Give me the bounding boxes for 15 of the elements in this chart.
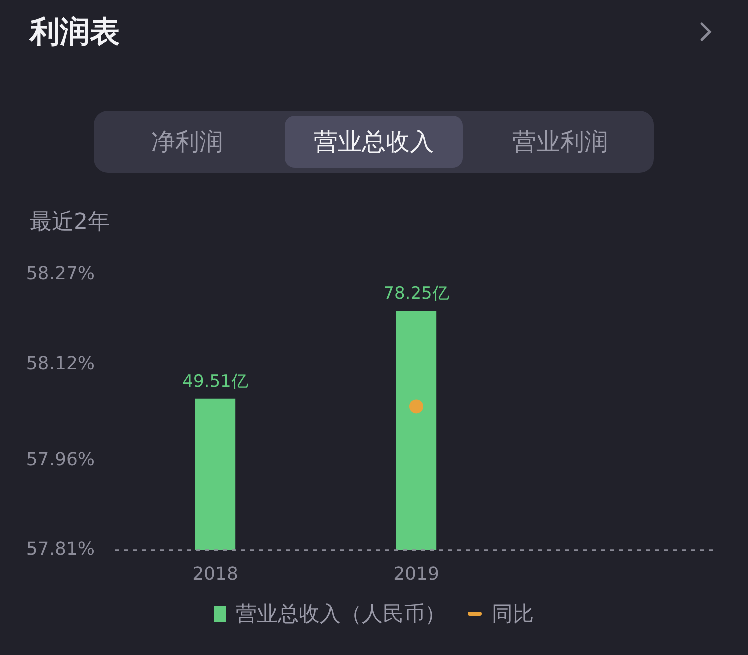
data-label: 49.51亿	[182, 372, 248, 392]
x-tick-label: 2019	[394, 564, 440, 585]
y-tick-label: 58.27%	[26, 264, 95, 285]
text: 营业利润	[512, 127, 610, 158]
x-tick-label: 2018	[192, 564, 238, 585]
data-label: 78.25亿	[384, 284, 450, 304]
chart-subtitle: 最近2年	[30, 209, 110, 237]
y-tick-label: 57.96%	[26, 449, 95, 470]
y-tick-label: 57.81%	[26, 539, 95, 560]
y-tick-label: 58.12%	[26, 353, 95, 374]
text: 营业总收入	[284, 116, 464, 168]
legend-label: 同比	[492, 601, 534, 628]
legend-label: 营业总收入（人民币）	[236, 601, 446, 628]
chart-title: 利润表	[30, 14, 120, 52]
text: 净利润	[150, 127, 224, 158]
